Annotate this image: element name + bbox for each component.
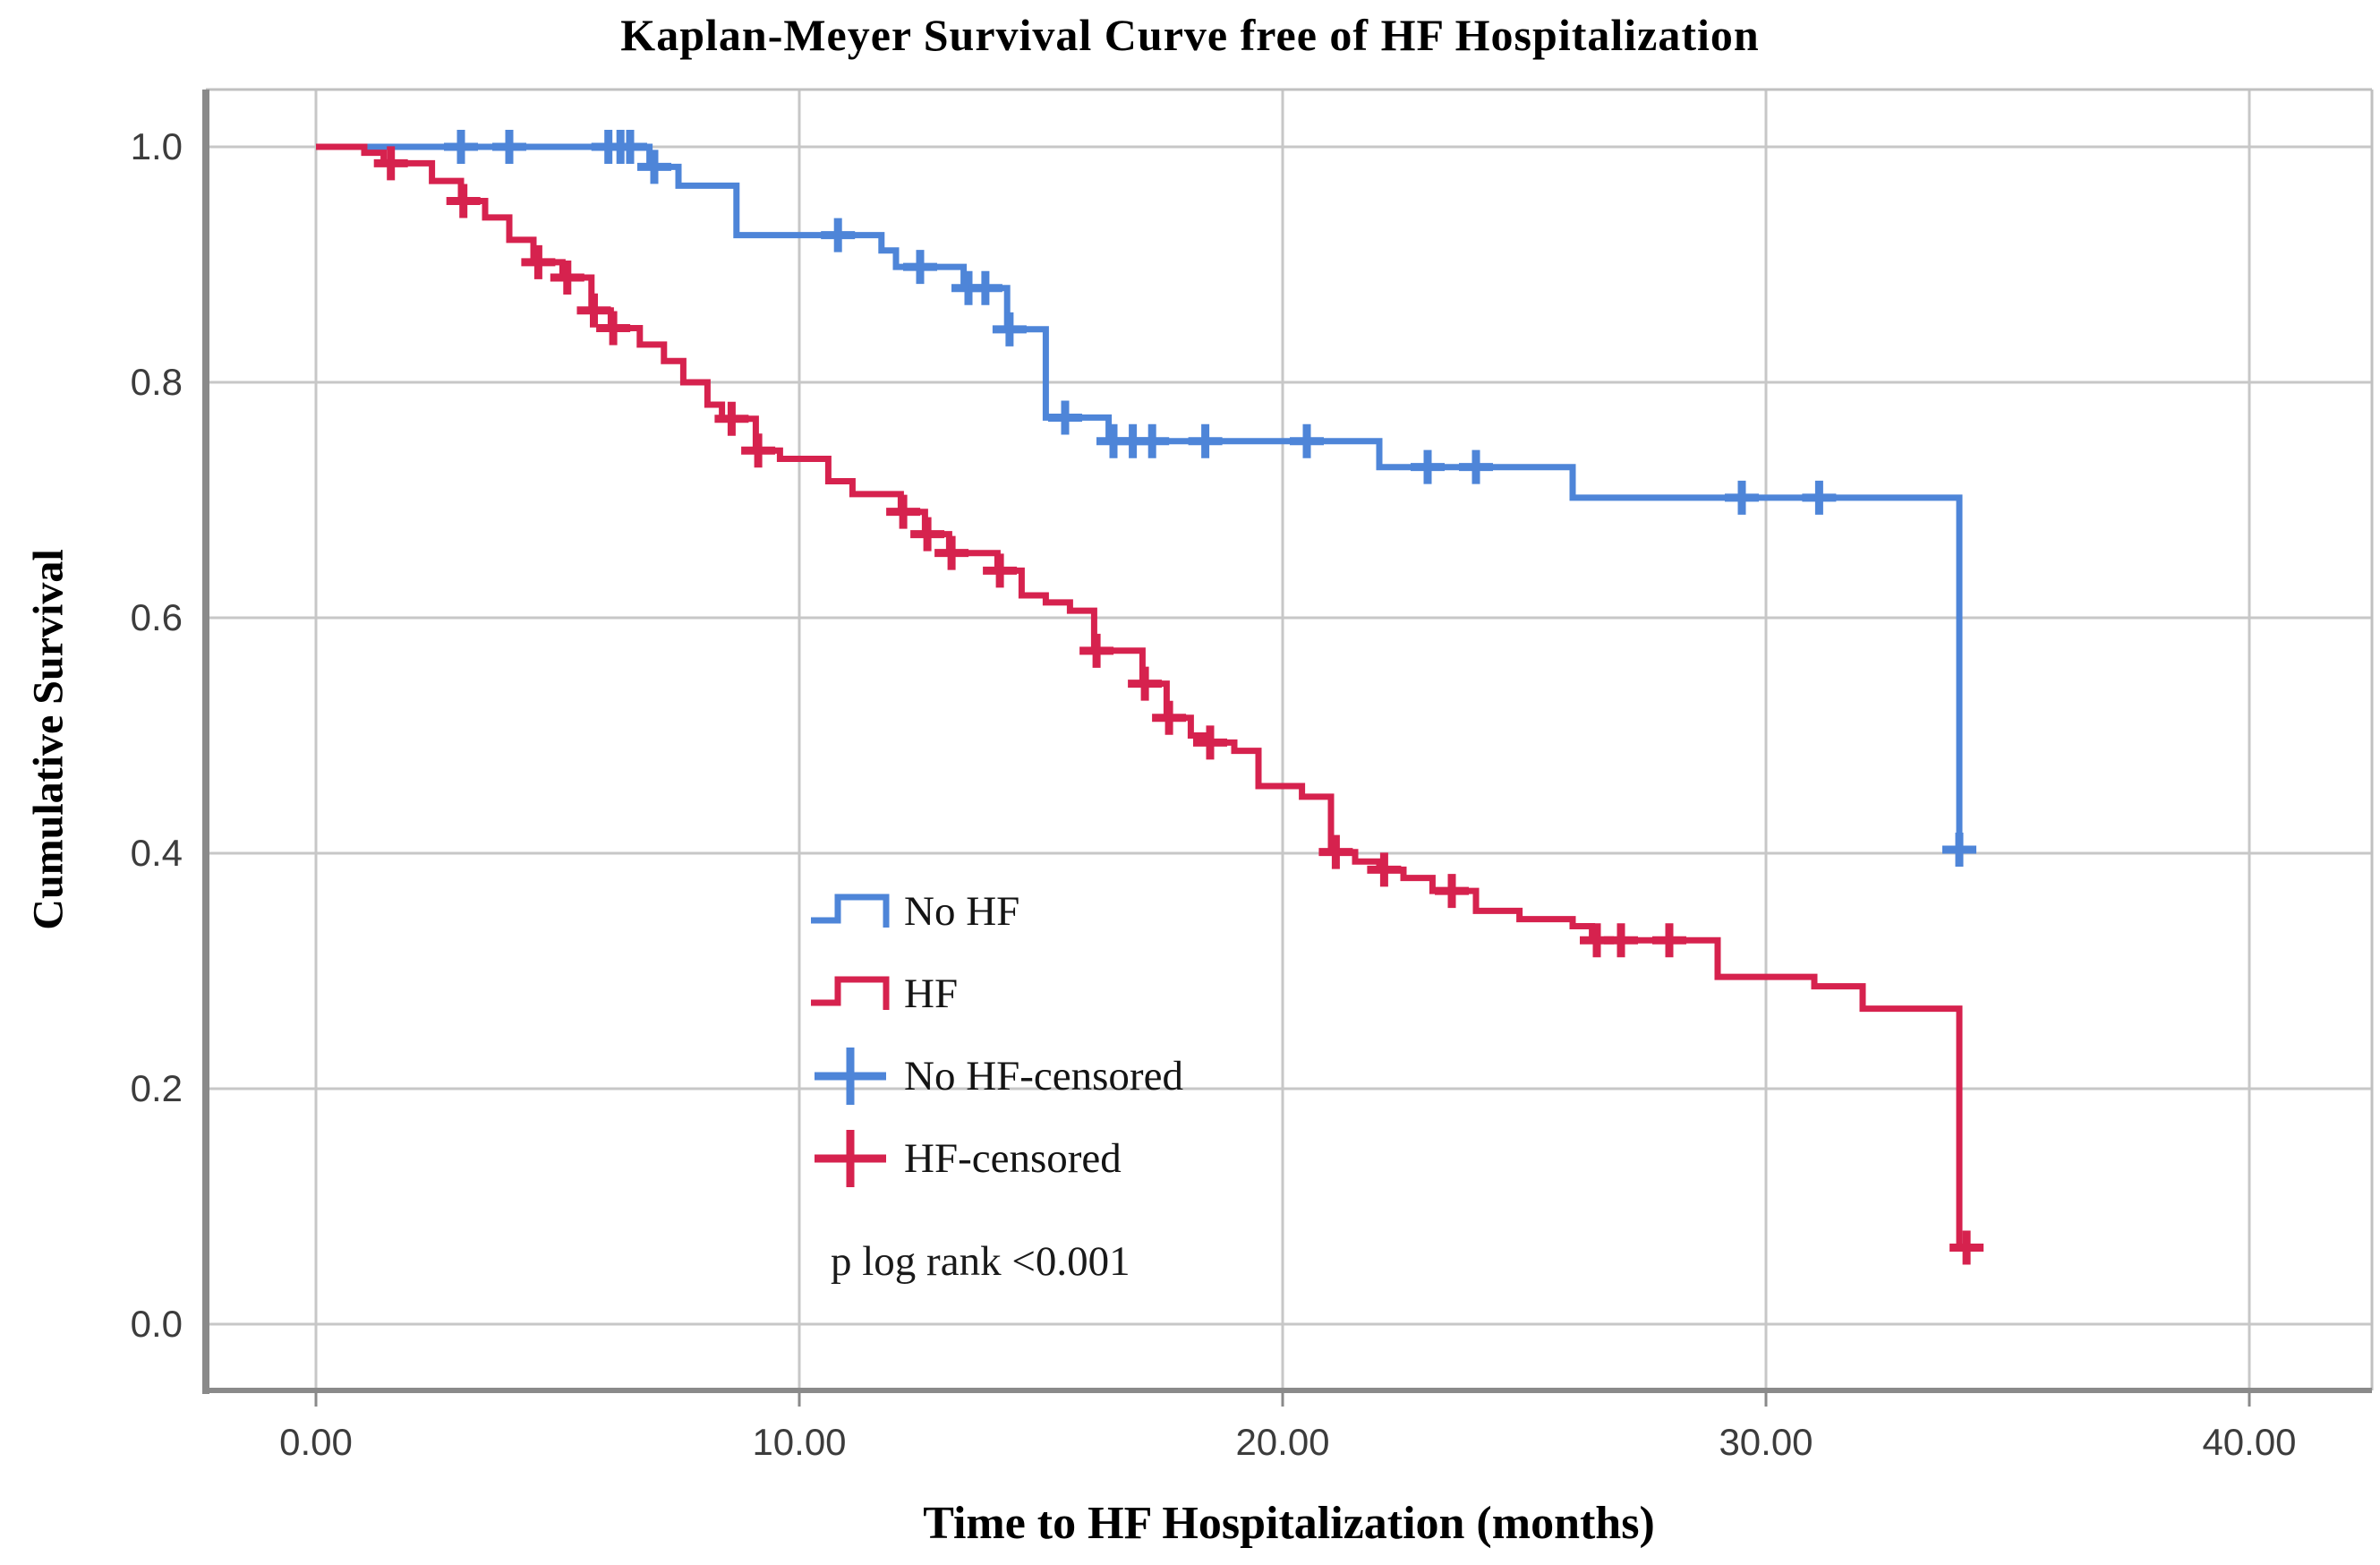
censor-plus-icon bbox=[804, 1126, 904, 1191]
legend-label: No HF bbox=[904, 887, 1020, 935]
x-tick-label: 20.00 bbox=[1235, 1421, 1329, 1463]
censor-marks-no-hf bbox=[444, 130, 1976, 868]
chart-title: Kaplan-Meyer Survival Curve free of HF H… bbox=[620, 10, 1760, 60]
censor-plus-icon bbox=[804, 1044, 904, 1108]
tick-labels: 0.00 10.00 20.00 30.00 40.00 1.0 0.8 0.6 0.4 0.2 0… bbox=[131, 125, 2297, 1463]
legend-item-hf-censored: HF-censored bbox=[804, 1117, 1183, 1200]
legend-label: HF-censored bbox=[904, 1134, 1122, 1182]
x-axis-title: Time to HF Hospitalization (months) bbox=[923, 1498, 1655, 1549]
y-tick-label: 1.0 bbox=[131, 125, 183, 167]
legend-label: HF bbox=[904, 970, 959, 1017]
x-tick-label: 30.00 bbox=[1719, 1421, 1813, 1463]
x-tick-label: 10.00 bbox=[752, 1421, 846, 1463]
survival-curve-no-hf bbox=[316, 143, 1967, 853]
step-line-icon bbox=[804, 879, 904, 944]
y-tick-label: 0.8 bbox=[131, 361, 183, 403]
y-tick-label: 0.0 bbox=[131, 1303, 183, 1345]
y-tick-label: 0.2 bbox=[131, 1067, 183, 1109]
x-tick-label: 0.00 bbox=[279, 1421, 353, 1463]
p-value-annotation: p log rank <0.001 bbox=[831, 1238, 1130, 1285]
censor-marks-hf bbox=[373, 146, 1984, 1265]
legend-item-no-hf: No HF bbox=[804, 870, 1183, 953]
y-tick-label: 0.6 bbox=[131, 596, 183, 638]
x-tick-label: 40.00 bbox=[2202, 1421, 2296, 1463]
y-tick-label: 0.4 bbox=[131, 832, 183, 874]
step-line-icon bbox=[804, 962, 904, 1026]
legend-item-no-hf-censored: No HF-censored bbox=[804, 1035, 1183, 1117]
y-axis-title: Cumulative Survival bbox=[24, 549, 73, 930]
legend-label: No HF-censored bbox=[904, 1052, 1183, 1099]
gridlines bbox=[206, 90, 2372, 1390]
legend: No HF HF No HF-censored bbox=[804, 870, 1183, 1200]
plot-frame bbox=[202, 88, 2374, 1407]
legend-item-hf: HF bbox=[804, 953, 1183, 1035]
